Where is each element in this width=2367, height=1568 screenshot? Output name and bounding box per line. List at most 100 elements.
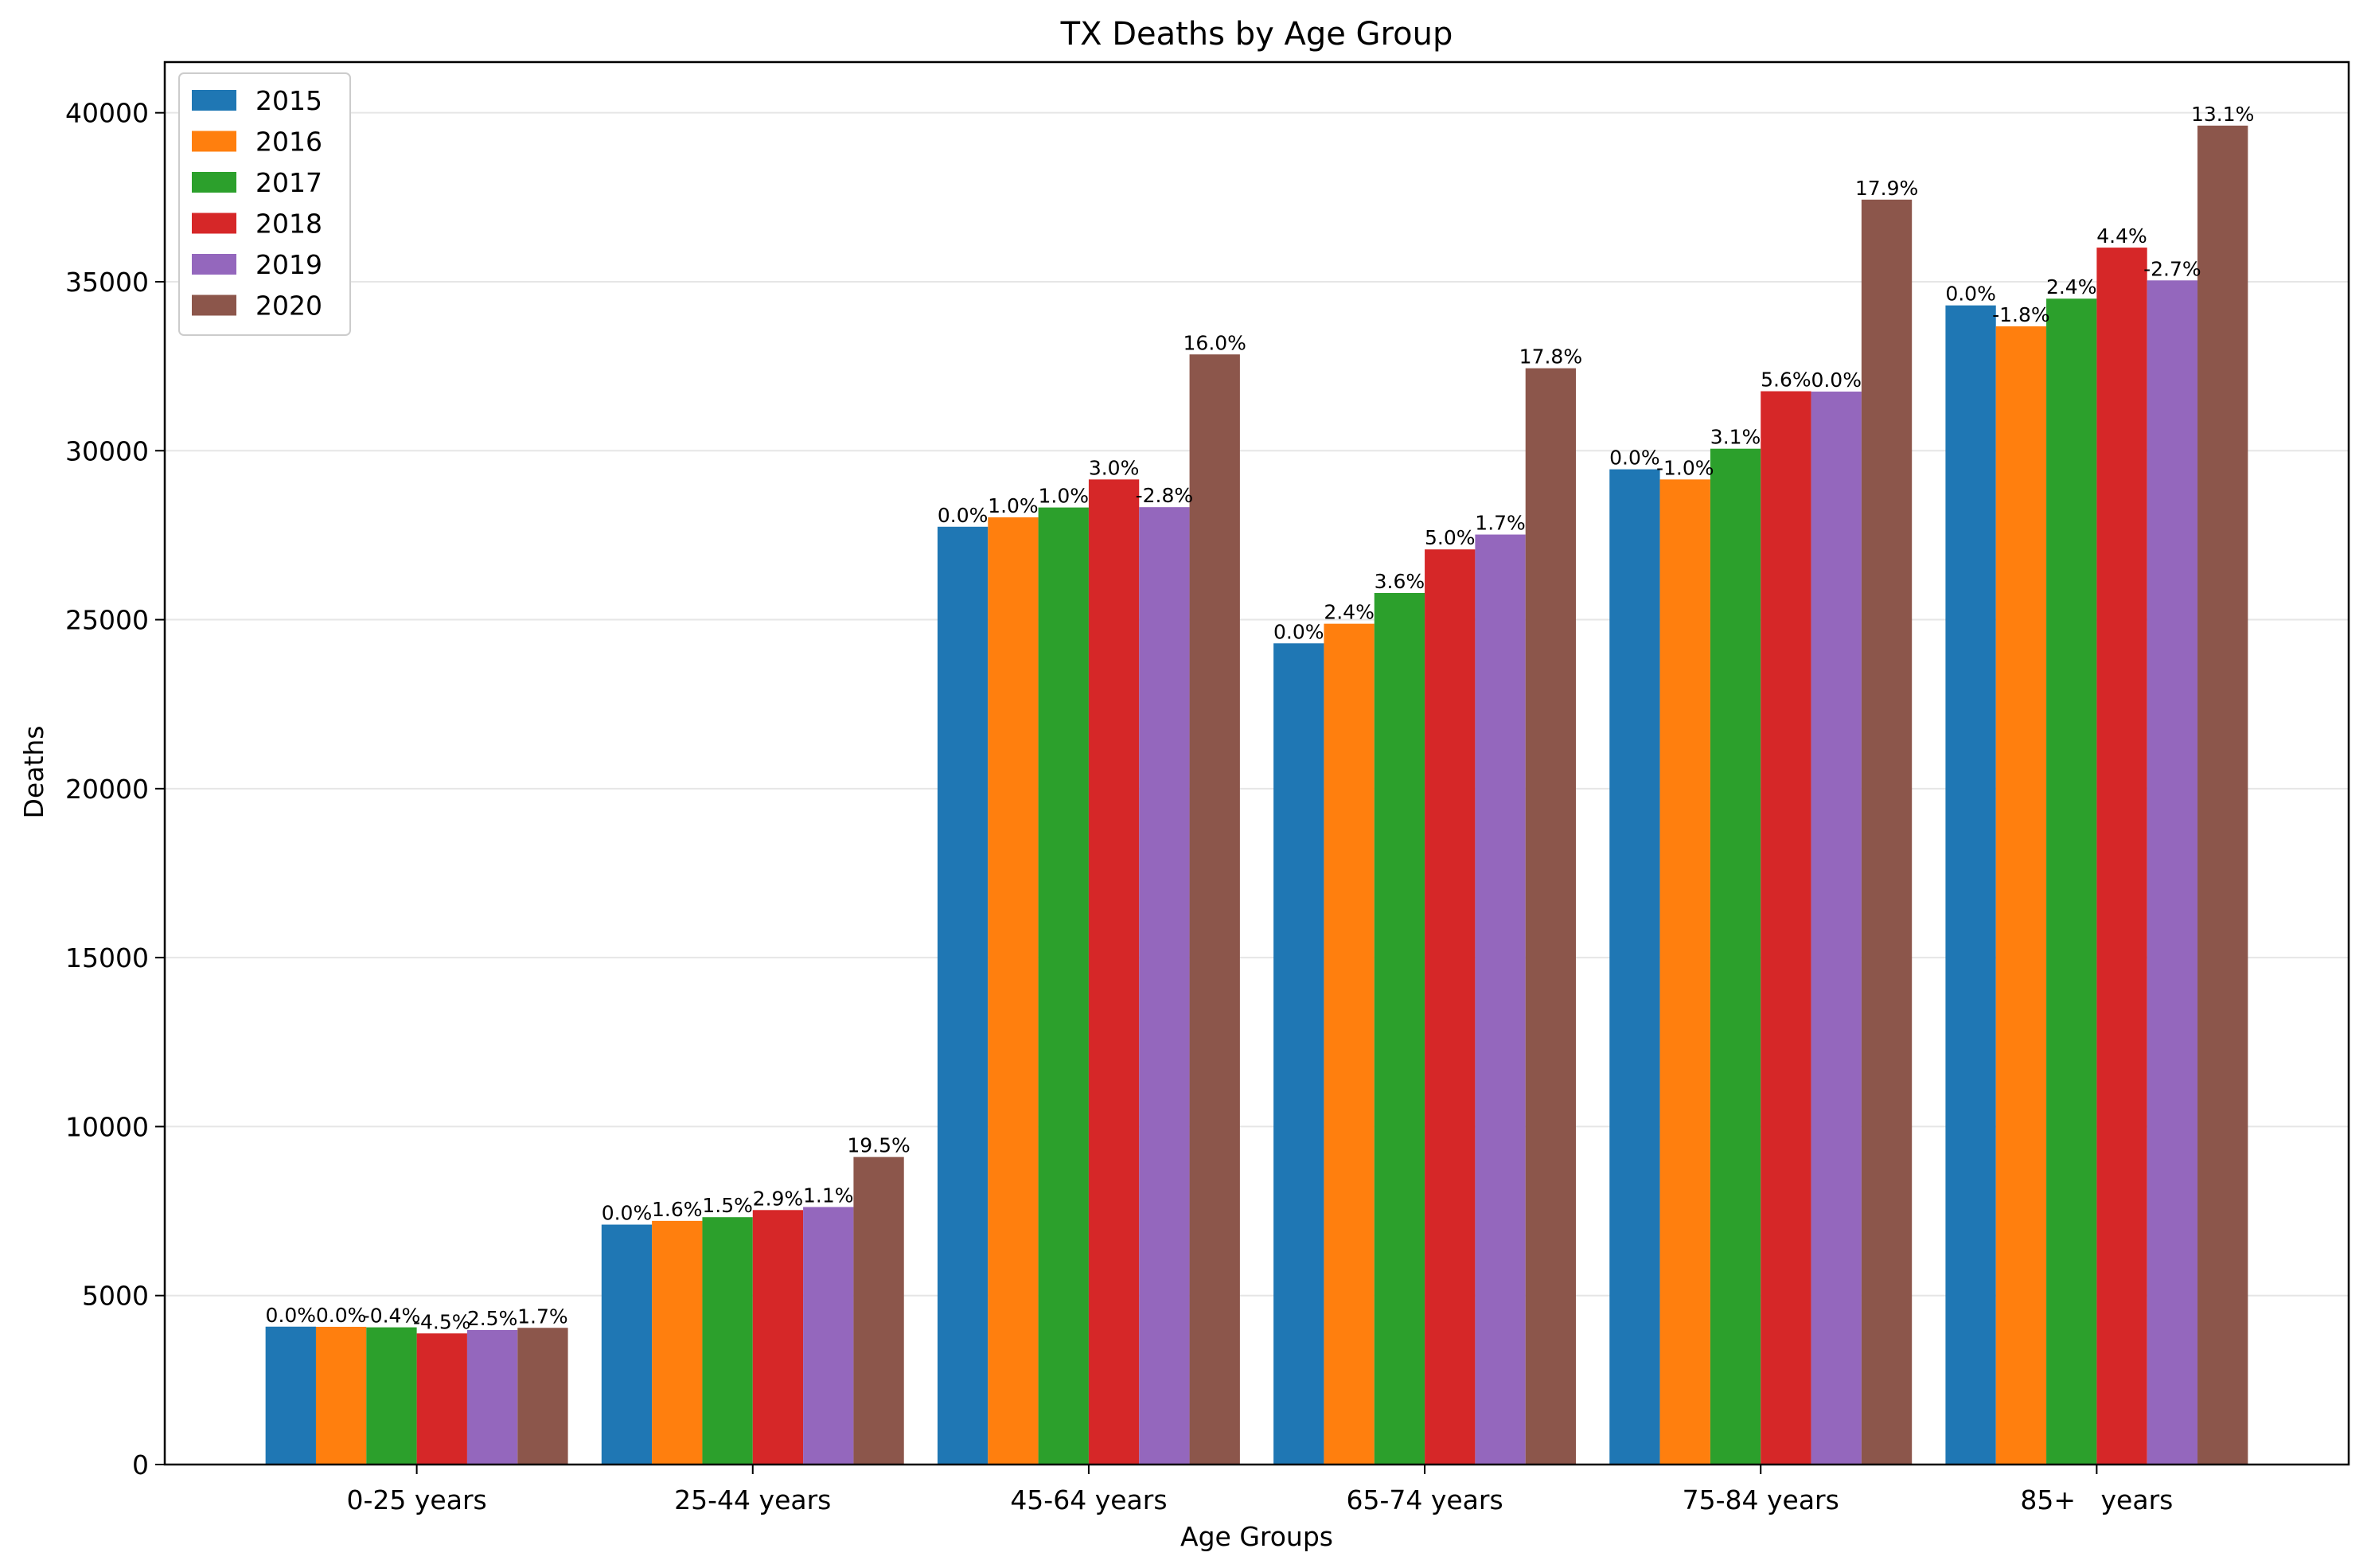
bar-label-2016-2: 1.0% [988,494,1039,517]
x-ticks: 0-25 years 25-44 years 45-64 years 65-74 ye… [347,1465,2173,1515]
y-ticks: 0 5000 10000 15000 20000 25000 30000 35000 40000 [65,98,165,1480]
bar-2020-4 [1861,199,1913,1465]
y-axis-label: Deaths [18,726,49,819]
bar-2017-3 [1374,593,1425,1465]
bar-2019-5 [2147,280,2198,1465]
legend-label-2020: 2020 [255,291,322,322]
bar-label-2017-2: 1.0% [1039,485,1090,508]
y-tick-label-6: 30000 [65,435,149,466]
bar-label-2015-1: 0.0% [602,1202,653,1225]
legend-label-2019: 2019 [255,249,322,280]
bar-label-2015-4: 0.0% [1609,447,1660,470]
bar-label-2017-1: 1.5% [702,1194,753,1217]
bar-label-2015-3: 0.0% [1273,620,1324,643]
x-tick-label-1: 25-44 years [674,1484,831,1515]
bar-label-2018-3: 5.0% [1425,526,1476,549]
plot-frame [163,60,2350,1466]
y-tick-label-8: 40000 [65,98,149,129]
bar-2015-4 [1609,469,1660,1465]
bar-2016-1 [652,1220,703,1465]
bar-label-2016-1: 1.6% [652,1198,703,1221]
bar-label-2017-0: -0.4% [363,1305,421,1328]
y-tick-label-5: 25000 [65,605,149,636]
bar-2020-2 [1189,354,1240,1465]
bar-label-2018-4: 5.6% [1761,369,1811,392]
bar-label-2015-2: 0.0% [938,504,989,527]
legend-swatch-2017 [192,172,236,193]
bar-label-2020-3: 17.8% [1519,345,1582,369]
x-tick-label-5: 85+ years [2020,1484,2173,1515]
bar-2019-3 [1475,534,1526,1465]
bar-label-2019-2: -2.8% [1136,484,1194,507]
bar-label-2019-5: -2.7% [2143,257,2201,280]
bar-2017-5 [2046,298,2097,1465]
bar-2017-4 [1710,448,1761,1465]
chart-title: TX Deaths by Age Group [1060,16,1453,53]
y-tick-label-3: 15000 [65,942,149,973]
x-tick-label-0: 0-25 years [347,1484,487,1515]
bar-2019-1 [803,1207,854,1465]
bar-2020-1 [853,1156,904,1465]
bar-label-2018-5: 4.4% [2096,224,2147,248]
bar-label-2017-5: 2.4% [2046,275,2097,298]
bar-2019-2 [1139,507,1190,1465]
bar-2015-0 [265,1326,316,1465]
legend-swatch-2020 [192,294,236,316]
bar-labels: 0.0%0.0%0.0%0.0%0.0%0.0%0.0%1.6%1.0%2.4%… [266,103,2255,1333]
bar-2015-2 [937,526,989,1465]
bar-label-2019-3: 1.7% [1475,512,1526,535]
bar-label-2017-3: 3.6% [1375,570,1425,593]
legend: 2015 2016 2017 2018 2019 2020 [178,72,351,336]
y-tick-label-7: 35000 [65,267,149,298]
y-tick-label-1: 5000 [82,1281,149,1312]
bar-2015-3 [1273,643,1324,1465]
bar-label-2019-0: 2.5% [467,1307,518,1330]
bar-2018-3 [1425,549,1476,1465]
bar-label-2016-5: -1.8% [1992,303,2050,326]
bar-label-2015-5: 0.0% [1945,283,1996,306]
bar-2019-4 [1811,391,1862,1465]
bar-2016-3 [1324,623,1375,1465]
bar-label-2020-4: 17.9% [1855,177,1918,200]
bar-2019-0 [466,1330,518,1465]
bar-2016-0 [315,1326,367,1465]
bar-2018-2 [1088,479,1140,1465]
bar-label-2015-0: 0.0% [266,1304,317,1327]
bar-label-2018-1: 2.9% [753,1187,804,1210]
bar-label-2016-3: 2.4% [1324,601,1375,624]
bar-label-2020-0: 1.7% [517,1305,568,1328]
legend-swatch-2015 [192,90,236,111]
x-tick-label-4: 75-84 years [1683,1484,1839,1515]
legend-swatch-2018 [192,213,236,234]
y-tick-label-0: 0 [132,1449,149,1480]
bar-2018-5 [2096,248,2147,1465]
legend-label-2017: 2017 [255,167,322,198]
bar-2017-0 [366,1327,417,1465]
bar-label-2016-4: -1.0% [1656,456,1714,479]
bars [265,125,2248,1465]
legend-label-2015: 2015 [255,85,322,116]
gridlines [165,111,2349,1465]
bar-label-2016-0: 0.0% [316,1304,367,1327]
bar-label-2020-1: 19.5% [847,1134,910,1157]
bar-label-2018-0: -4.5% [413,1310,471,1333]
bar-label-2018-2: 3.0% [1089,456,1140,479]
y-tick-label-2: 10000 [65,1111,149,1142]
bar-2017-1 [702,1217,753,1465]
x-tick-label-3: 65-74 years [1346,1484,1503,1515]
bar-2015-1 [601,1224,653,1465]
legend-swatch-2016 [192,131,236,152]
x-tick-label-2: 45-64 years [1010,1484,1167,1515]
bar-label-2019-4: 0.0% [1811,369,1862,392]
bar-2020-3 [1525,368,1577,1465]
bar-2018-1 [752,1210,804,1465]
legend-swatch-2019 [192,254,236,275]
bar-label-2020-5: 13.1% [2191,103,2254,126]
legend-label-2016: 2016 [255,127,322,158]
bar-2016-5 [1995,326,2047,1465]
bar-2020-5 [2197,125,2248,1465]
bar-label-2020-2: 16.0% [1184,331,1246,354]
bar-label-2019-1: 1.1% [803,1184,854,1207]
